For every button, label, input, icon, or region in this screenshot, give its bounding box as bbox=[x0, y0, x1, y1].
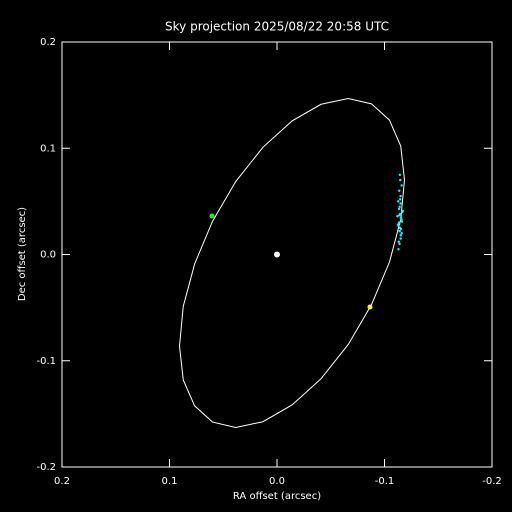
y-tick-label: 0.0 bbox=[40, 250, 56, 261]
point bbox=[397, 200, 400, 203]
x-tick-label: -0.2 bbox=[482, 476, 502, 487]
point bbox=[209, 213, 215, 219]
point bbox=[367, 304, 373, 310]
point bbox=[398, 205, 401, 208]
point bbox=[397, 207, 401, 211]
point bbox=[398, 198, 402, 201]
y-axis-label: Dec offset (arcsec) bbox=[17, 207, 28, 301]
point bbox=[399, 202, 402, 205]
orbit-line bbox=[178, 98, 405, 428]
point bbox=[398, 213, 401, 217]
y-tick-label: -0.1 bbox=[36, 356, 56, 367]
point bbox=[396, 215, 399, 218]
y-tick-label: 0.1 bbox=[40, 143, 56, 154]
point bbox=[399, 178, 402, 182]
point bbox=[399, 234, 403, 237]
point bbox=[397, 240, 400, 243]
point bbox=[398, 242, 401, 246]
point bbox=[398, 189, 401, 192]
point bbox=[398, 229, 401, 233]
point bbox=[400, 218, 403, 221]
point bbox=[397, 221, 401, 224]
point bbox=[400, 184, 403, 187]
x-tick-label: 0.1 bbox=[162, 476, 178, 487]
point bbox=[399, 237, 402, 240]
point bbox=[399, 227, 403, 231]
point bbox=[400, 232, 403, 235]
y-tick-label: -0.2 bbox=[36, 462, 56, 473]
x-axis-label: RA offset (arcsec) bbox=[233, 491, 321, 502]
point bbox=[401, 209, 404, 213]
point bbox=[274, 251, 280, 258]
point bbox=[400, 220, 404, 223]
point bbox=[399, 194, 402, 198]
point bbox=[399, 216, 403, 219]
chart-title: Sky projection 2025/08/22 20:58 UTC bbox=[165, 20, 389, 34]
point bbox=[398, 173, 402, 177]
x-tick-label: 0.0 bbox=[269, 476, 285, 487]
point bbox=[397, 247, 400, 251]
x-tick-label: 0.2 bbox=[54, 476, 70, 487]
y-tick-label: 0.2 bbox=[40, 37, 56, 48]
x-tick-label: -0.1 bbox=[375, 476, 395, 487]
point bbox=[397, 224, 400, 228]
